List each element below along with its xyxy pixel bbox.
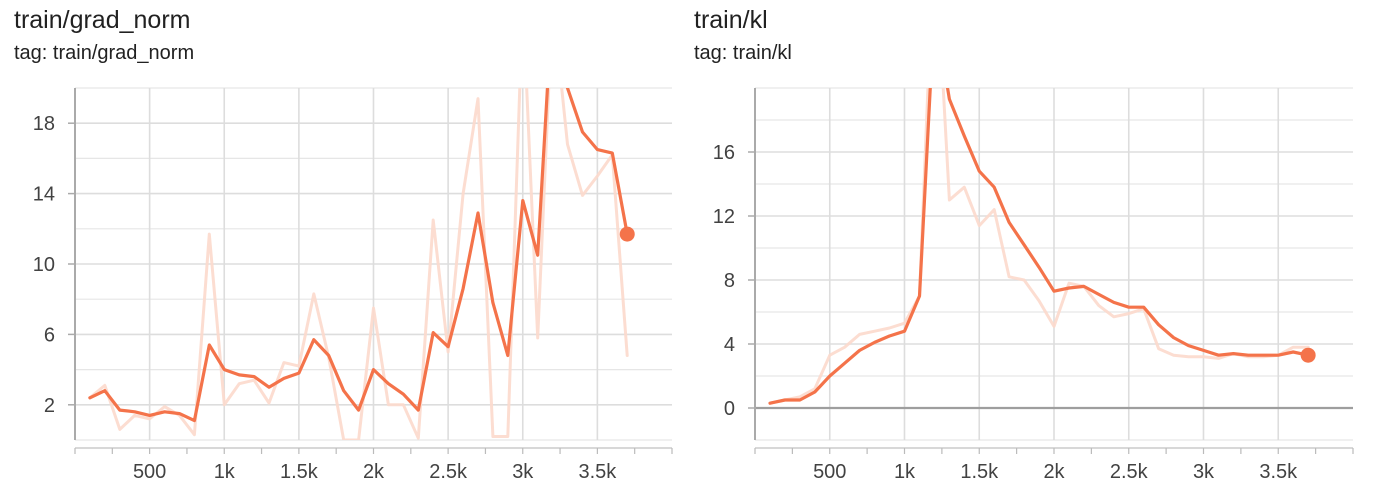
x-tick-label-1-5: 3k (1193, 461, 1215, 483)
series-line-raw-1 (768, 88, 1310, 405)
x-tick-label-1-3: 2k (1043, 461, 1065, 483)
y-tick-label-1-0: 0 (724, 398, 735, 420)
plot-area-1 (768, 88, 1310, 405)
x-tick-label-0-3: 2k (363, 461, 385, 483)
series-end-point-1[interactable] (1300, 347, 1316, 363)
x-tick-label-1-1: 1k (894, 461, 916, 483)
y-tick-label-0-0: 2 (44, 395, 55, 417)
series-line-smoothed-1 (768, 88, 1310, 405)
chart-0: 2 6 10 14 18 500 1k 1.5k 2k 2.5k 3k 3.5k (33, 87, 673, 483)
series-end-point-0[interactable] (619, 226, 635, 242)
x-tick-label-1-0: 500 (813, 461, 846, 483)
x-tick-label-1-2: 1.5k (960, 461, 999, 483)
y-tick-label-0-3: 14 (33, 184, 55, 206)
x-tick-label-0-0: 500 (133, 461, 166, 483)
y-tick-label-1-2: 8 (724, 270, 735, 292)
plot-area-0 (88, 88, 629, 440)
chart-1: 0 4 8 12 16 500 1k 1.5k 2k 2.5k 3k 3.5k (713, 87, 1354, 483)
y-tick-label-0-2: 10 (33, 254, 55, 276)
chart-title-grad-norm: train/grad_norm (14, 6, 191, 34)
y-tick-label-0-4: 18 (33, 113, 55, 135)
series-line-raw-0 (88, 88, 629, 440)
y-tick-label-0-1: 6 (44, 324, 55, 346)
chart-tag-grad-norm: tag: train/grad_norm (14, 42, 195, 64)
y-tick-label-1-1: 4 (724, 334, 735, 356)
chart-tag-kl: tag: train/kl (694, 42, 792, 64)
series-line-smoothed-0 (88, 88, 629, 423)
chart-title-kl: train/kl (694, 6, 768, 34)
x-tick-label-0-2: 1.5k (280, 461, 319, 483)
x-tick-label-0-5: 3k (512, 461, 534, 483)
x-tick-label-0-6: 3.5k (578, 461, 617, 483)
x-tick-label-1-4: 2.5k (1110, 461, 1149, 483)
x-tick-label-0-1: 1k (214, 461, 236, 483)
x-tick-label-0-4: 2.5k (429, 461, 468, 483)
y-tick-label-1-4: 16 (713, 142, 735, 164)
y-tick-label-1-3: 12 (713, 206, 735, 228)
x-tick-label-1-6: 3.5k (1259, 461, 1298, 483)
